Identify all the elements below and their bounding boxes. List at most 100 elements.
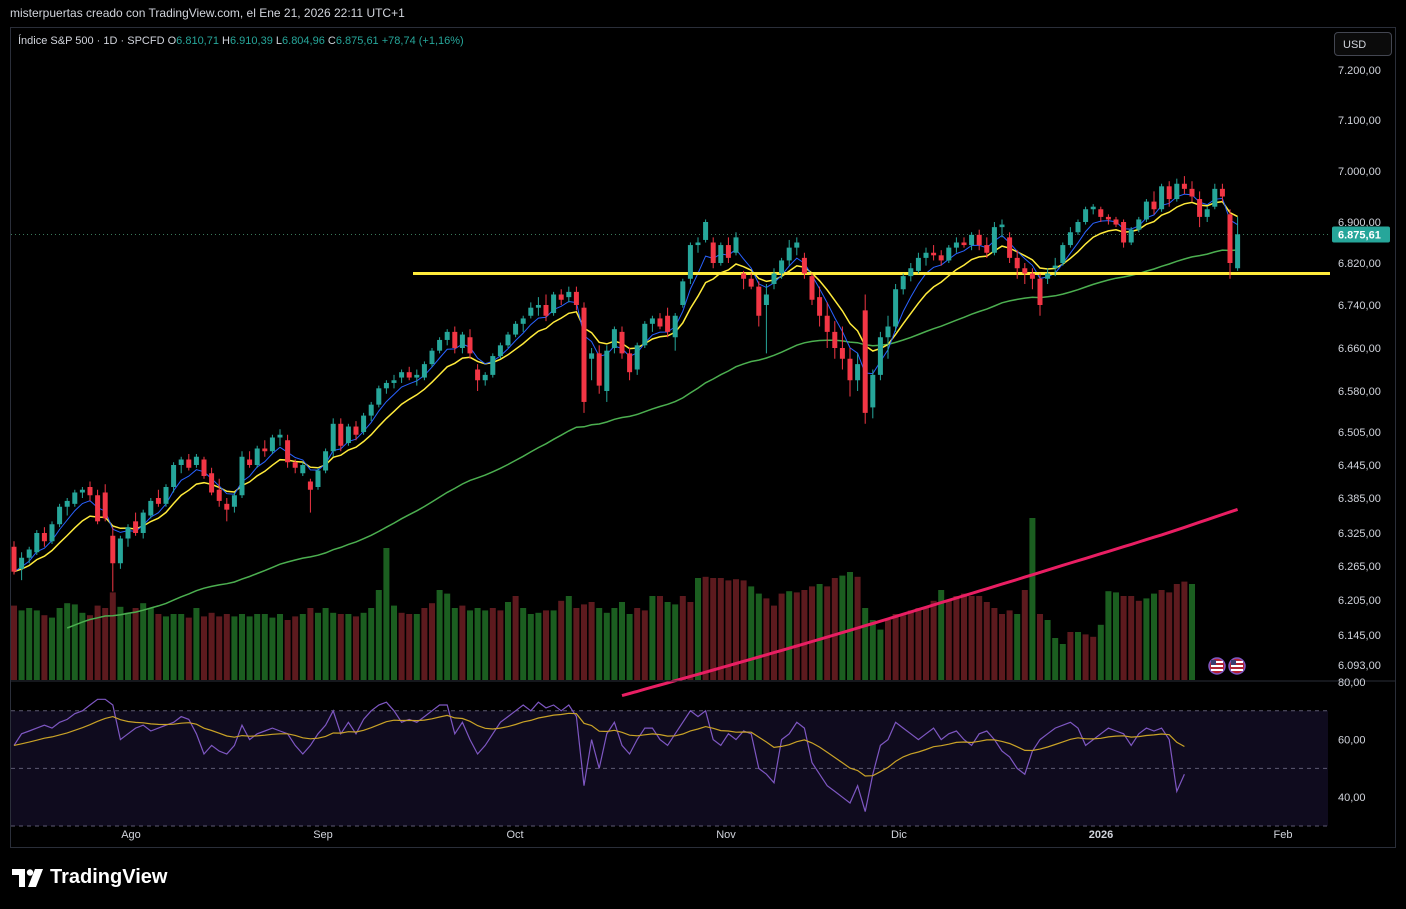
candle <box>961 237 967 248</box>
candle-body <box>771 273 777 284</box>
candle-body <box>57 506 63 525</box>
us-flag-icon-canton <box>1211 660 1216 665</box>
rsi-axis-label: 60,00 <box>1338 735 1366 747</box>
candle-body <box>680 281 686 305</box>
volume-bar <box>512 596 519 680</box>
candle <box>269 434 275 454</box>
candle-body <box>657 318 663 327</box>
volume-bar <box>831 578 838 680</box>
candle <box>763 284 769 354</box>
volume-bar <box>907 610 914 680</box>
legend-symbol: Índice S&P 500 · 1D · SPCFD <box>18 35 165 47</box>
candle <box>809 273 815 305</box>
price-axis-label: 6.385,00 <box>1338 493 1381 505</box>
candle <box>171 462 177 493</box>
candle <box>832 321 838 359</box>
volume-bar <box>573 608 580 680</box>
candle <box>1105 214 1111 225</box>
candle-body <box>1060 245 1066 263</box>
price-axis-label: 6.445,00 <box>1338 460 1381 472</box>
candle-body <box>923 252 929 258</box>
volume-bar <box>740 580 747 680</box>
volume-bar <box>755 593 762 680</box>
legend-low-value: 6.804,96 <box>282 35 325 47</box>
volume-bar <box>535 612 542 680</box>
candle <box>801 252 807 279</box>
candle-body <box>1014 257 1020 269</box>
volume-bar <box>383 548 390 680</box>
candle <box>148 498 154 519</box>
volume-bar <box>375 590 382 680</box>
candle <box>543 294 549 322</box>
candle-body <box>406 372 412 378</box>
volume-bar <box>1037 614 1043 680</box>
candle <box>505 331 511 348</box>
us-flag-icon <box>1228 657 1246 675</box>
rsi-axis-label: 40,00 <box>1338 792 1366 804</box>
time-axis-label: 2026 <box>1089 829 1113 841</box>
candle <box>604 345 610 402</box>
candle-body <box>718 245 724 263</box>
price-axis-label: 7.200,00 <box>1338 65 1381 77</box>
volume-bar <box>687 602 694 680</box>
volume-bar <box>163 616 169 680</box>
candle <box>611 326 617 354</box>
volume-bar <box>892 614 899 680</box>
volume-bar <box>1097 624 1104 680</box>
candle-body <box>262 448 268 452</box>
candle-body <box>627 353 633 373</box>
volume-bar <box>429 603 435 680</box>
candle-body <box>908 268 914 277</box>
candle-body <box>11 546 17 572</box>
candle-body <box>809 276 815 300</box>
volume-bar <box>619 602 625 680</box>
us-flag-icon-stripe <box>1211 669 1223 671</box>
volume-bar <box>444 593 451 680</box>
candle-body <box>383 382 389 389</box>
candle <box>938 250 944 266</box>
candle-body <box>307 481 313 490</box>
candle <box>817 286 823 327</box>
candle <box>877 331 883 381</box>
ma-200-line <box>621 507 1239 698</box>
volume-bar <box>451 608 458 680</box>
candle <box>95 489 101 525</box>
candle <box>528 302 534 319</box>
volume-bar <box>178 614 185 680</box>
candle <box>391 374 397 389</box>
candle <box>79 487 85 498</box>
candle-body <box>1090 206 1096 210</box>
candle-body <box>672 315 678 338</box>
volume-bar <box>611 608 618 680</box>
volume-bar <box>18 610 25 680</box>
candle-body <box>893 289 899 327</box>
candle-body <box>573 291 579 305</box>
candle-body <box>163 487 169 504</box>
candle <box>1090 204 1096 215</box>
volume-bar <box>155 614 162 680</box>
candle <box>300 462 306 476</box>
price-axis-label: 6.145,00 <box>1338 630 1381 642</box>
price-axis-label: 6.660,00 <box>1338 343 1381 355</box>
candle <box>1037 273 1043 316</box>
volume-bar <box>109 592 116 680</box>
volume-bar <box>657 596 663 680</box>
candle-body <box>1159 186 1165 210</box>
candle <box>893 284 899 332</box>
volume-bar <box>170 614 177 680</box>
legend-high-label: H <box>222 35 230 47</box>
candle-body <box>95 495 101 522</box>
volume-bar <box>49 617 55 680</box>
candle <box>87 481 93 501</box>
candle <box>353 421 359 441</box>
volume-bar <box>816 584 823 680</box>
ema-mid-line <box>13 200 1238 573</box>
currency-button[interactable]: USD <box>1334 32 1392 56</box>
candle <box>991 222 997 256</box>
volume-bar <box>353 616 359 680</box>
candle <box>779 257 785 279</box>
candle <box>72 489 78 507</box>
candle-body <box>505 334 511 346</box>
legend-high-value: 6.910,39 <box>230 35 273 47</box>
